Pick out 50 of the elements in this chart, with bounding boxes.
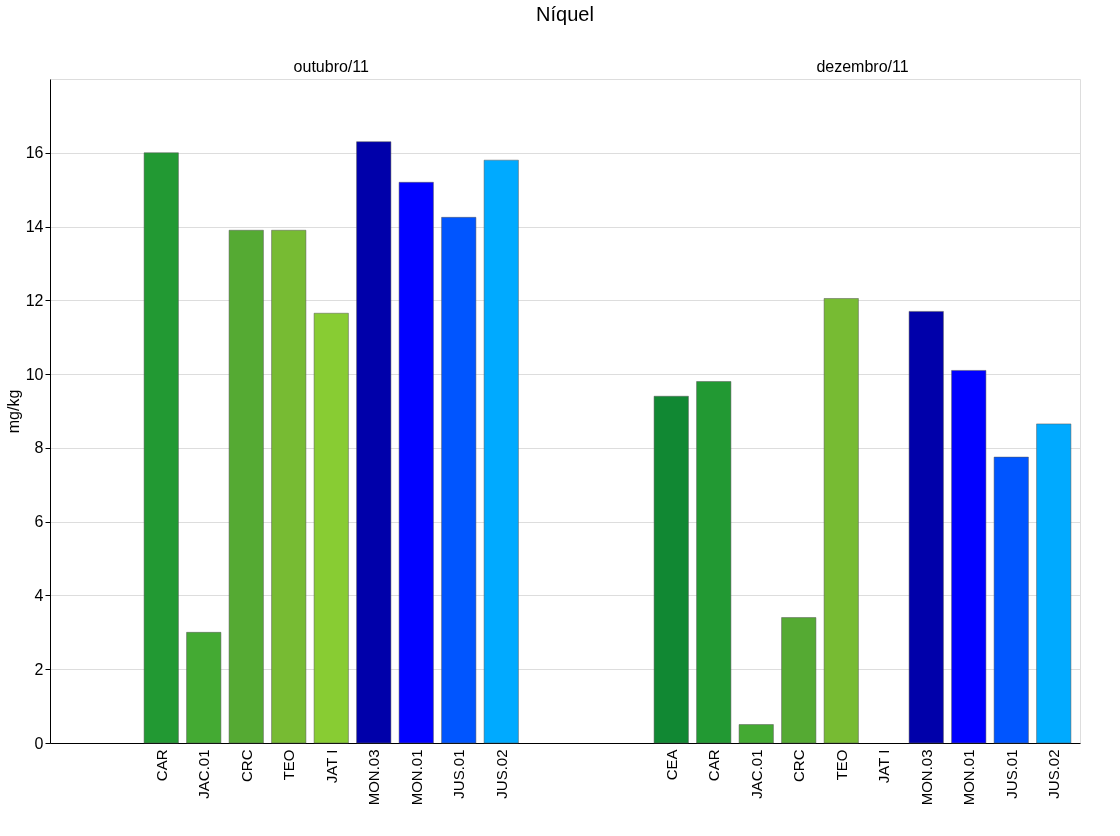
bar (696, 381, 732, 744)
y-tick-label: 8 (34, 439, 44, 457)
bar (313, 312, 349, 744)
chart-title: Níquel (536, 3, 594, 25)
x-tick-label: TEO (832, 749, 850, 781)
y-tick-label: 2 (34, 660, 44, 678)
x-tick-label: JAT I (322, 749, 340, 784)
x-tick-label: CRC (237, 749, 255, 782)
bar (143, 152, 179, 744)
y-tick-label: 14 (25, 218, 44, 236)
x-tick-label: CAR (152, 749, 170, 782)
bar (908, 311, 944, 744)
x-tick-label: JAC.01 (747, 749, 765, 799)
x-tick-label: MON.03 (365, 749, 383, 806)
y-tick-label: 10 (25, 365, 44, 383)
bar (483, 159, 519, 744)
bar (356, 141, 392, 744)
x-tick-label: MON.01 (960, 749, 978, 806)
bar (653, 395, 689, 744)
x-tick-label: JAT I (875, 749, 893, 784)
x-tick-label: MON.01 (407, 749, 425, 806)
y-tick-label: 6 (34, 513, 44, 531)
bar (738, 724, 774, 744)
x-tick-label: CAR (705, 749, 723, 782)
x-tick-label: JUS.01 (1002, 749, 1020, 799)
x-tick-label: JAC.01 (195, 749, 213, 799)
y-axis-title: mg/kg (4, 389, 22, 434)
bar (951, 370, 987, 744)
x-tick-label: CEA (662, 749, 680, 781)
bar (228, 229, 264, 744)
text: dezembro/11 (816, 58, 909, 75)
x-tick-label: CRC (790, 749, 808, 782)
bar (398, 182, 434, 744)
y-tick-label: 4 (34, 586, 44, 604)
x-tick-label: JUS.01 (450, 749, 468, 799)
x-tick-label: JUS.02 (1045, 749, 1063, 799)
text: outubro/11 (293, 58, 370, 75)
bar (781, 617, 817, 744)
y-tick-label: 12 (25, 291, 44, 309)
bar (993, 456, 1029, 744)
bar (1036, 423, 1072, 744)
y-tick-label: 0 (34, 734, 44, 752)
y-tick-label: 16 (25, 144, 44, 162)
x-tick-label: TEO (280, 749, 298, 781)
bar (441, 217, 477, 744)
bar (271, 229, 307, 744)
x-tick-label: MON.03 (917, 749, 935, 806)
x-tick-label: JUS.02 (492, 749, 510, 799)
bar (186, 632, 222, 744)
bar (823, 298, 859, 744)
